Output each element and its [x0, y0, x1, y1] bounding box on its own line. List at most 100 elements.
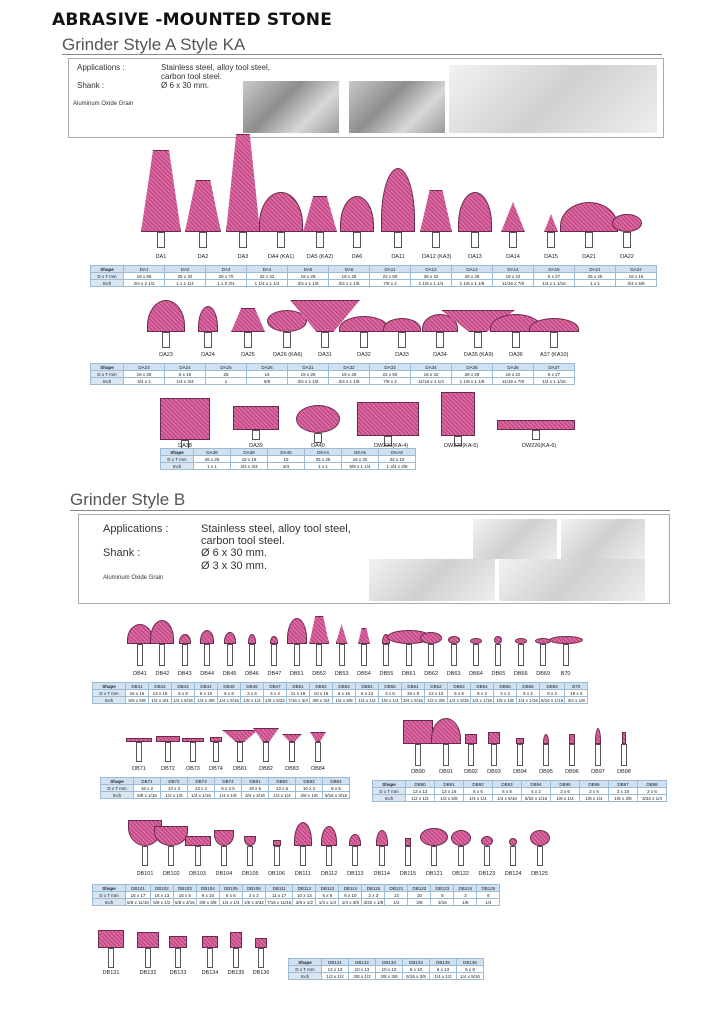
spec-cell: 3 x 10 — [608, 787, 638, 795]
spec-cell: DB45 — [217, 682, 241, 690]
spec-cell: 3/4 x 1 1/8 — [328, 377, 370, 385]
spec-row-header: D x T mm — [160, 455, 194, 463]
spec-cell: 10 x 10 — [375, 965, 403, 973]
shank — [353, 232, 361, 248]
spec-cell: 1/4 x 5/8 — [332, 696, 356, 704]
shank — [360, 332, 368, 348]
stone-da22 — [612, 214, 642, 232]
stone-da6 — [340, 196, 374, 232]
shank — [220, 846, 227, 866]
spec-cell: 13 — [384, 891, 409, 899]
shank-value-b-2: Ø 3 x 30 mm. — [201, 560, 268, 572]
b3-label-2: DB92 — [464, 769, 478, 775]
spec-cell: DB94 — [521, 780, 551, 788]
a1-label-6: DA11 — [391, 254, 405, 260]
spec-cell: 1/4 x 3/16 — [447, 696, 471, 704]
spec-cell: DA3 — [205, 265, 247, 273]
stone-db97 — [595, 728, 601, 744]
spec-cell: 11/16 x 1 1/4 — [410, 377, 452, 385]
spec-cell: 13 x 19 — [148, 689, 172, 697]
spec-row: Inch 1/2 x 1/2 3/8 x 1/2 3/8 x 3/8 5/16 x 3/… — [288, 972, 484, 980]
shank — [512, 332, 520, 348]
spec-cell: 28 x 32 — [410, 272, 452, 280]
spec-cell: DB81 — [241, 777, 269, 785]
spec-row-header: D x T mm — [90, 272, 124, 280]
a2-label-3: DA26 (KA6) — [273, 352, 303, 358]
stone-da33 — [383, 318, 421, 332]
shank — [517, 744, 523, 766]
spec-cell: 3 x 6 — [579, 787, 609, 795]
spec-cell: 1 1/8 x 1 1/4 — [410, 279, 452, 287]
grain-type: Aluminum Oxide Grain — [73, 101, 134, 107]
shank — [405, 644, 412, 666]
b1-label-17: DB66 — [513, 671, 528, 677]
b3-label-0: DB90 — [411, 769, 425, 775]
spec-cell: DB125 — [476, 884, 501, 892]
shank — [199, 232, 207, 248]
spec-row-header: D x T mm — [92, 689, 126, 697]
section-b-title: Grinder Style B — [70, 490, 186, 509]
b4-label-13: DB123 — [478, 871, 496, 877]
spec-cell: 19 x 5 — [241, 784, 269, 792]
spec-cell: DB64 — [470, 682, 494, 690]
b4-label-8: DB113 — [347, 871, 364, 877]
spec-cell: 1/4 x 1/16 — [516, 696, 540, 704]
b4-label-10: DB115 — [399, 871, 417, 877]
b4-label-7: DB112 — [320, 871, 338, 877]
spec-cell: 19 x 65 — [123, 272, 165, 280]
shank-value: Ø 6 x 30 mm. — [161, 81, 210, 90]
a1-label-12: DA22 — [620, 254, 634, 260]
spec-cell: B70 — [564, 682, 589, 690]
stone-da3 — [226, 134, 260, 232]
stone-dka5 — [441, 392, 475, 436]
spec-row: Shape DA1 DA2 DA3 DA4 DA5 DA6 DA11 DA12 DA13 DA14 D… — [90, 265, 657, 273]
stone-da4 — [259, 192, 303, 232]
b1-label-6: DB47 — [267, 671, 282, 677]
b5-label-1: DB132 — [139, 970, 157, 976]
spec-cell: 1/4 — [476, 898, 501, 906]
spec-cell: 6 x 8 — [171, 689, 195, 697]
shank — [137, 644, 143, 666]
a1-label-4: DA5 (KA2) — [306, 254, 334, 260]
spec-row-header: D x T mm — [372, 787, 406, 795]
spec-cell: DB72 — [160, 777, 188, 785]
b3-label-6: DB96 — [565, 769, 579, 775]
shank — [473, 644, 479, 666]
spec-cell: 1/2 x 1/4 — [268, 791, 296, 799]
b1-label-15: DB64 — [469, 671, 483, 677]
spec-cell: DB105 — [218, 884, 243, 892]
shank — [271, 644, 278, 666]
stone-db111 — [293, 822, 312, 846]
stone-db71 — [126, 738, 152, 742]
spec-cell: DA12 — [410, 265, 452, 273]
b1-label-8: DB52 — [312, 671, 327, 677]
b1-label-13: DB62 — [424, 671, 439, 677]
b5-label-2: DB133 — [169, 970, 187, 976]
spec-cell: 19 x 28 — [287, 370, 329, 378]
stone-da12 — [420, 190, 452, 232]
spec-cell: DB131 — [321, 958, 349, 966]
shank — [550, 332, 558, 348]
spec-cell: 13 x 16 — [434, 787, 464, 795]
spec-cell: DB104 — [195, 884, 220, 892]
stone-db123 — [480, 836, 493, 846]
spec-cell: 11/16 x 7/8 — [492, 377, 534, 385]
spec-cell: 8 x 10 — [402, 965, 430, 973]
spec-cell: DA15 — [533, 265, 575, 273]
groupB4-table: Shape DB101 DB102 DB103 DB104 DB105 DB106 DB111… — [92, 884, 501, 906]
b1-label-5: DB46 — [245, 671, 259, 677]
spec-cell: 3/8 x 1/2 — [292, 898, 317, 906]
spec-cell: 28 x 28 — [451, 370, 493, 378]
spec-cell: DB63 — [447, 682, 471, 690]
spec-cell: DB42 — [148, 682, 172, 690]
a2-label-7: DA34 — [433, 352, 447, 358]
spec-cell: DA38 — [193, 448, 231, 456]
spec-cell: 3/8 x 1/8 — [295, 791, 323, 799]
stone-da5 — [303, 196, 337, 232]
stone-db98 — [622, 732, 626, 744]
shank — [314, 433, 322, 443]
shank — [136, 742, 142, 762]
applications-label-b: Applications : — [103, 523, 169, 535]
